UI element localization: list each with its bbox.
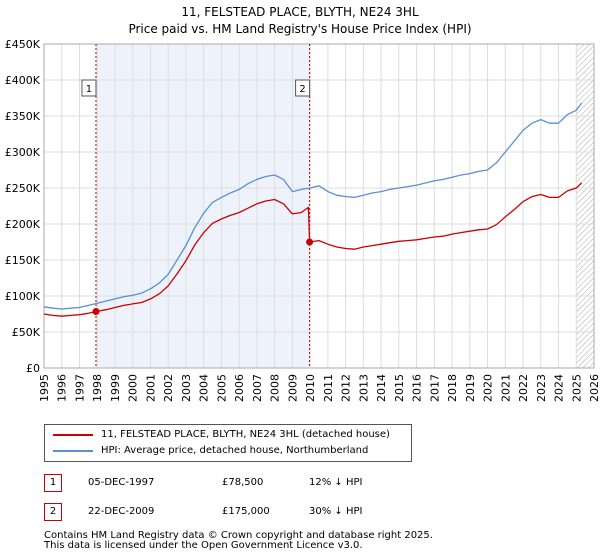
- x-tick-label: 2005: [215, 374, 228, 402]
- x-tick-label: 2022: [517, 374, 530, 402]
- y-tick-label: £150K: [5, 254, 41, 267]
- chart-title: 11, FELSTEAD PLACE, BLYTH, NE24 3HL: [181, 5, 419, 19]
- sale-price: £175,000: [222, 506, 270, 517]
- legend-label-hpi: HPI: Average price, detached house, Nort…: [101, 445, 369, 456]
- x-tick-label: 2000: [127, 374, 140, 402]
- x-tick-label: 2021: [499, 374, 512, 402]
- x-tick-label: 2013: [357, 374, 370, 402]
- y-tick-label: £300K: [5, 146, 41, 159]
- sale-date: 05-DEC-1997: [88, 477, 155, 488]
- x-tick-label: 2017: [428, 374, 441, 402]
- hpi-line: [43, 102, 583, 310]
- y-tick-label: £400K: [5, 74, 41, 87]
- x-tick-label: 2015: [393, 374, 406, 402]
- plot-frame: [43, 43, 595, 369]
- future-region: [576, 44, 594, 368]
- sale-price: £78,500: [222, 477, 264, 488]
- y-tick-label: £100K: [5, 290, 41, 303]
- sale-row: 2 22-DEC-2009 £175,000 30% ↓ HPI: [44, 503, 444, 521]
- annotation-label: 2: [299, 84, 305, 95]
- sale-marker-badge: 2: [44, 503, 62, 521]
- sale-date: 22-DEC-2009: [88, 506, 155, 517]
- sale-point: [92, 307, 100, 315]
- x-tick-label: 2002: [162, 374, 175, 402]
- x-tick-label: 2009: [286, 374, 299, 402]
- sale-hpi-diff: 12% ↓ HPI: [309, 477, 363, 488]
- x-tick-label: 2006: [233, 374, 246, 402]
- legend-swatch-hpi: [53, 450, 93, 452]
- chart-subtitle: Price paid vs. HM Land Registry's House …: [128, 22, 472, 36]
- x-tick-label: 2012: [340, 374, 353, 402]
- x-tick-label: 2026: [588, 374, 600, 402]
- sale-hpi-diff: 30% ↓ HPI: [309, 506, 363, 517]
- y-tick-label: £200K: [5, 218, 41, 231]
- x-tick-label: 2003: [180, 374, 193, 402]
- x-tick-label: 2010: [304, 374, 317, 402]
- annotation-label: 1: [86, 84, 92, 95]
- annotation-box: [295, 79, 311, 97]
- x-tick-label: 1995: [38, 374, 51, 402]
- x-tick-label: 2025: [570, 374, 583, 402]
- y-tick-label: £350K: [5, 110, 41, 123]
- ownership-region: [95, 44, 310, 368]
- x-tick-label: 2007: [251, 374, 264, 402]
- y-tick-label: £0: [26, 362, 40, 375]
- price-chart: £0 £50K £100K £150K £200K £250K £300K £350K £400…: [5, 38, 600, 402]
- legend-label-property: 11, FELSTEAD PLACE, BLYTH, NE24 3HL (det…: [101, 429, 390, 440]
- x-tick-label: 2008: [269, 374, 282, 402]
- x-tick-label: 2004: [198, 374, 211, 402]
- x-tick-label: 2024: [553, 374, 566, 402]
- x-tick-label: 2018: [446, 374, 459, 402]
- x-tick-label: 2023: [535, 374, 548, 402]
- x-tick-label: 2020: [482, 374, 495, 402]
- y-tick-label: £450K: [5, 38, 41, 51]
- x-tick-label: 1997: [73, 374, 86, 402]
- x-tick-label: 2014: [375, 374, 388, 402]
- sale-point: [306, 238, 314, 246]
- x-tick-label: 2016: [411, 374, 424, 402]
- x-tick-label: 2001: [144, 374, 157, 402]
- footer-attribution: Contains HM Land Registry data © Crown c…: [44, 531, 594, 551]
- y-tick-label: £50K: [12, 326, 41, 339]
- x-tick-label: 1998: [91, 374, 104, 402]
- sale-marker-badge: 1: [44, 474, 62, 492]
- annotation-box: [81, 79, 97, 97]
- x-tick-label: 2019: [464, 374, 477, 402]
- x-tick-label: 1999: [109, 374, 122, 402]
- footer-line-1: Contains HM Land Registry data © Crown c…: [44, 530, 433, 541]
- sale-row: 1 05-DEC-1997 £78,500 12% ↓ HPI: [44, 474, 444, 492]
- footer-line-2: This data is licensed under the Open Gov…: [44, 540, 363, 551]
- x-tick-label: 1996: [56, 374, 69, 402]
- legend-swatch-property: [53, 434, 93, 436]
- x-tick-label: 2011: [322, 374, 335, 402]
- y-tick-label: £250K: [5, 182, 41, 195]
- legend: 11, FELSTEAD PLACE, BLYTH, NE24 3HL (det…: [44, 424, 412, 462]
